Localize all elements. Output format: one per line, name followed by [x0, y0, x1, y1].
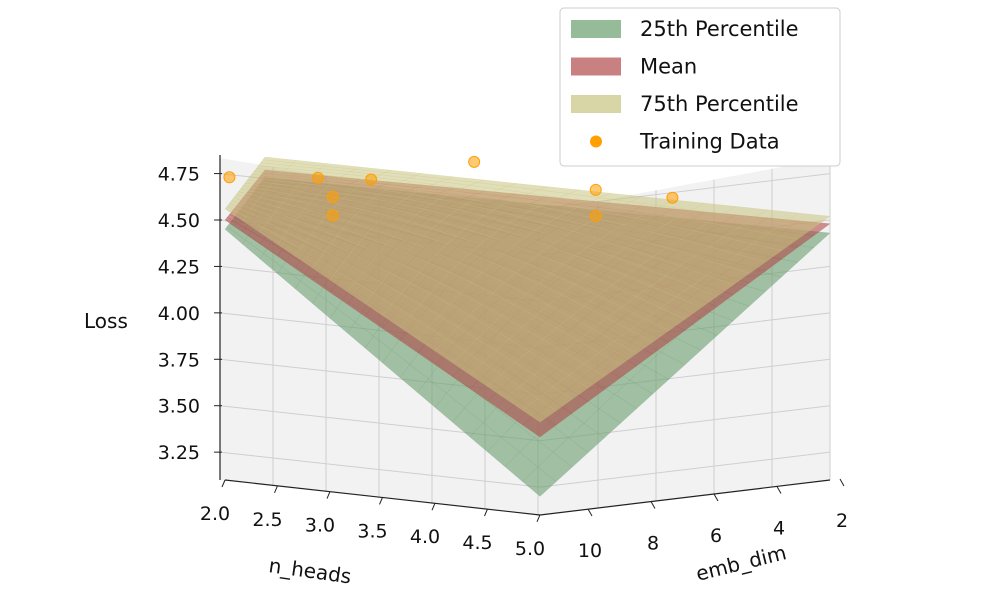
x-tick	[221, 479, 226, 488]
legend: 25th Percentile Mean 75th Percentile Traini…	[559, 7, 841, 167]
training-points	[223, 155, 679, 222]
training-point	[365, 173, 378, 186]
x-tick	[326, 491, 331, 499]
x-tick-label: 5.0	[515, 538, 545, 560]
axes: 3.25 3.50 3.75 4.00 4.25 4.50 4.75 2.0 2.5 3.0 3.5…	[158, 155, 848, 562]
legend-swatch	[571, 20, 621, 38]
y-tick	[776, 486, 782, 494]
y-tick-label: 2	[836, 510, 848, 532]
surface-75th-percentile	[224, 156, 831, 423]
x-tick	[484, 508, 488, 517]
legend-label: Training Data	[639, 130, 780, 154]
y-tick-label: 8	[647, 533, 659, 555]
x-tick-label: 3.5	[357, 520, 387, 542]
x-tick	[536, 514, 541, 522]
z-tick-label: 3.25	[158, 442, 200, 464]
z-tick-label: 4.75	[158, 164, 200, 186]
x-tick-label: 4.0	[410, 526, 440, 548]
training-point	[326, 190, 339, 203]
x-tick	[431, 503, 436, 511]
z-tick-label: 4.00	[158, 303, 200, 325]
x-tick-label: 2.5	[252, 509, 282, 531]
z-tick-label: 4.25	[158, 256, 200, 278]
training-point	[312, 171, 324, 184]
x-tick	[379, 497, 383, 505]
legend-swatch	[571, 57, 621, 76]
legend-frame	[559, 7, 841, 167]
training-point	[589, 183, 602, 196]
legend-label: 25th Percentile	[640, 17, 799, 41]
legend-swatch	[571, 95, 621, 113]
y-tick-label: 6	[710, 525, 722, 547]
z-tick-label: 4.50	[158, 210, 200, 232]
training-point	[326, 209, 339, 222]
surfaces	[224, 156, 831, 497]
y-tick-label: 4	[773, 518, 785, 540]
y-tick	[713, 493, 719, 502]
x-tick-label: 4.5	[462, 532, 492, 554]
z-axis-label: Loss	[84, 309, 128, 333]
legend-label: Mean	[640, 55, 697, 79]
legend-marker	[590, 135, 602, 148]
x-tick-label: 3.0	[305, 515, 335, 537]
surface-patch	[522, 466, 557, 497]
surface-patch	[522, 398, 557, 423]
surface-patch	[522, 412, 557, 438]
x-tick	[274, 485, 278, 493]
x-tick-label: 2.0	[200, 503, 230, 525]
z-tick-label: 3.75	[158, 349, 200, 371]
legend-label: 75th Percentile	[640, 92, 799, 116]
y-axis-label: emb_dim	[693, 540, 788, 586]
z-tick-label: 3.50	[158, 396, 200, 418]
training-point	[468, 155, 481, 168]
training-point	[666, 191, 679, 204]
y-tick	[839, 478, 845, 487]
training-point	[223, 171, 236, 184]
training-point	[589, 209, 602, 222]
x-axis-label: n_heads	[267, 553, 353, 588]
y-tick	[650, 501, 656, 509]
y-tick-label: 10	[578, 540, 602, 562]
y-tick	[587, 508, 593, 517]
